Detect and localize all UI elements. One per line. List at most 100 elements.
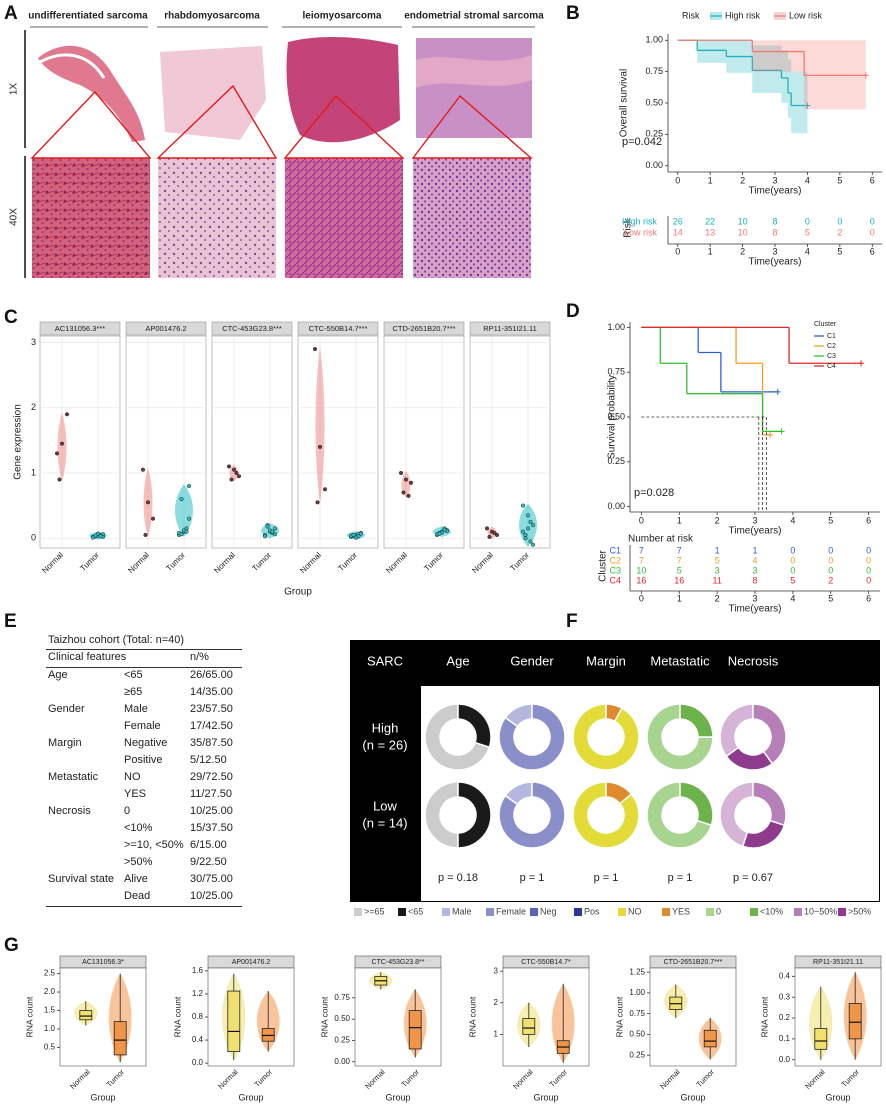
risk-count: 10 — [636, 565, 646, 575]
y-tick-label: 1 — [494, 1029, 499, 1038]
level-cell: Positive — [124, 754, 163, 766]
point — [186, 483, 192, 489]
box — [227, 990, 241, 1052]
x-tick-label: 6 — [866, 515, 871, 525]
x-tick-label: 5 — [837, 246, 842, 256]
y-axis-label: RNA count — [759, 996, 769, 1037]
table-row: Positive 5/12.50 — [46, 753, 242, 770]
box — [79, 1010, 93, 1021]
x-tick-label: Normal — [511, 1067, 535, 1091]
risk-count: 1 — [752, 545, 757, 555]
table-row: >50% 9/22.50 — [46, 855, 242, 872]
level-cell: <10% — [124, 822, 153, 834]
donut-segment — [646, 781, 713, 849]
strip — [469, 321, 551, 336]
table-row: ≥65 14/35.00 — [46, 685, 242, 702]
x-tick-label: 2 — [715, 593, 720, 603]
x-axis-label: Group — [533, 1092, 558, 1102]
point — [59, 441, 65, 446]
donut-segment — [752, 781, 787, 827]
value-cell: 30/75.00 — [190, 873, 233, 885]
point — [528, 519, 533, 524]
y-tick-label: 0.25 — [334, 1036, 350, 1045]
x-tick-label: Normal — [40, 550, 65, 575]
point — [317, 444, 323, 449]
risk-count: 0 — [866, 575, 871, 585]
risk-count: 0 — [805, 216, 810, 226]
risk-count: 10 — [738, 227, 748, 237]
y-tick-label: 0.50 — [607, 411, 625, 421]
x-tick-label: Normal — [363, 1067, 387, 1091]
value-cell: 14/35.00 — [190, 686, 233, 698]
facet-panel — [354, 967, 442, 1067]
level-cell: Dead — [124, 890, 151, 902]
risk-count: 0 — [790, 565, 795, 575]
donut-segment — [719, 781, 754, 848]
risk-count: 2 — [837, 227, 842, 237]
point — [525, 513, 531, 518]
row-label: (n = 14) — [362, 815, 407, 830]
y-axis-label: RNA count — [467, 996, 477, 1037]
x-tick-label: Tumor — [78, 550, 101, 573]
table-row: Necrosis 0 10/25.00 — [46, 804, 242, 821]
x-tick-label: 2 — [740, 246, 745, 256]
point — [226, 464, 232, 469]
strip-title: AP001476.2 — [232, 959, 271, 966]
level-cell: YES — [124, 788, 147, 800]
censor-mark — [774, 388, 781, 395]
point — [262, 534, 268, 539]
point — [184, 529, 189, 534]
x-tick-label: 0 — [639, 515, 644, 525]
table-row: Metastatic NO 29/72.50 — [46, 770, 242, 787]
x-tick-label: 3 — [752, 593, 757, 603]
point — [322, 487, 328, 492]
y-tick-label: 0 — [31, 533, 36, 543]
x-tick-label: 4 — [805, 246, 810, 256]
y-tick-label: 0.25 — [607, 456, 625, 466]
point — [272, 532, 278, 537]
risk-count: 5 — [677, 565, 682, 575]
risk-count: 10 — [738, 216, 748, 226]
donut-segment — [457, 703, 492, 749]
x-tick-label: Tumor — [422, 550, 445, 573]
facet-panel — [59, 967, 147, 1067]
y-tick-label: 1.6 — [192, 966, 204, 975]
legend-swatch — [794, 908, 802, 916]
row-label: Low — [373, 798, 397, 813]
y-tick-label: 1.2 — [192, 989, 204, 998]
x-tick-label: 5 — [837, 175, 842, 185]
x-tick-label: 6 — [866, 593, 871, 603]
feature-cell: Gender — [48, 703, 85, 715]
y-tick-label: 0.8 — [192, 1012, 204, 1021]
violin — [315, 347, 325, 505]
point — [98, 534, 103, 539]
level-cell: Alive — [124, 873, 148, 885]
legend-swatch — [662, 908, 670, 916]
x-axis-label: Time(years) — [749, 257, 802, 268]
y-axis-label: Overall survival — [619, 69, 630, 137]
column-header: Age — [446, 653, 469, 668]
point — [315, 500, 320, 505]
x-axis-label: Group — [284, 587, 312, 598]
ci-band — [791, 71, 808, 134]
x-tick-label: 4 — [805, 175, 810, 185]
risk-count: 14 — [673, 227, 683, 237]
histology-images — [24, 26, 535, 278]
x-tick-label: Tumor — [336, 550, 359, 573]
point — [484, 526, 490, 531]
risk-count: 8 — [772, 216, 777, 226]
donut-segment — [605, 781, 633, 805]
level-cell: Male — [124, 703, 148, 715]
facet-panel — [502, 967, 590, 1067]
x-tick-label: Normal — [384, 550, 409, 575]
level-cell: >50% — [124, 856, 153, 868]
risk-count: 7 — [677, 555, 682, 565]
panel-letter: G — [4, 935, 19, 956]
legend-swatch — [398, 908, 406, 916]
point — [406, 493, 411, 498]
panel-letter: B — [566, 3, 580, 24]
box — [408, 1010, 422, 1050]
column-title: undifferentiated sarcoma — [28, 11, 148, 22]
strip-title: CTC-550B14.7* — [521, 959, 571, 966]
donut-segment — [457, 781, 492, 849]
